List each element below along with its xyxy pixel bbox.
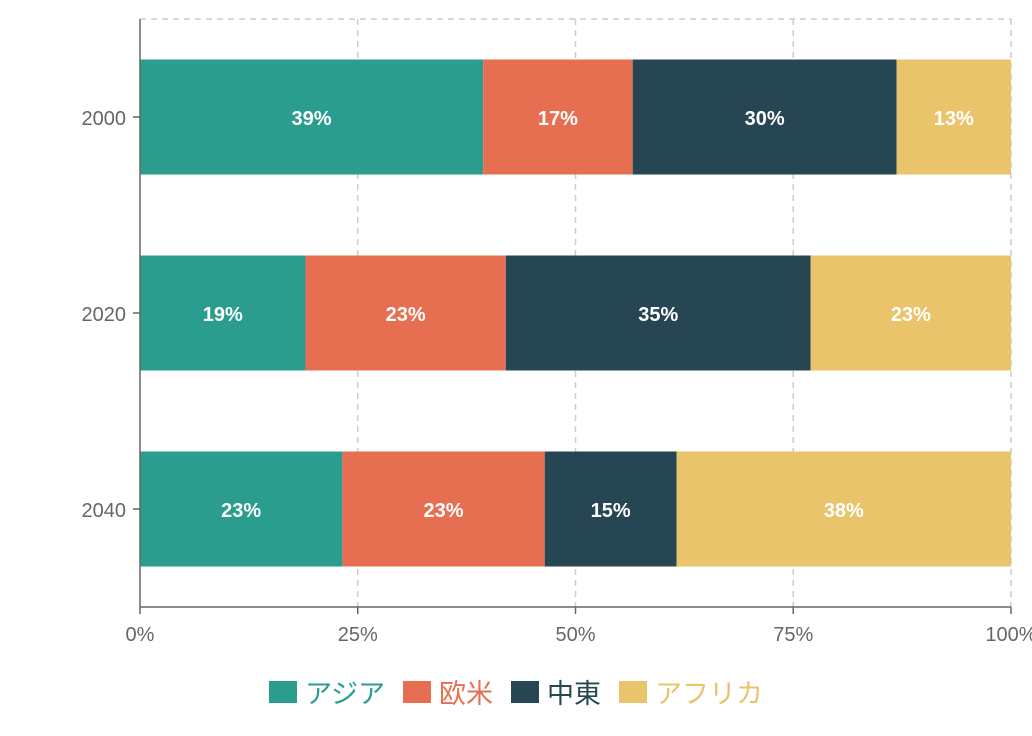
bar-segment [676,451,1011,567]
x-tick-label: 50% [555,624,595,646]
data-label: 13% [934,108,974,130]
bar-segment [896,59,1011,175]
legend-item[interactable]: アフリカ [618,672,763,711]
bar-segment [140,59,484,175]
data-label: 15% [591,500,631,522]
data-label: 23% [221,500,261,522]
legend: アジア 欧米 中東 アフリカ [0,672,1032,711]
data-label: 39% [292,108,332,130]
y-tick-label: 2040 [82,500,127,522]
legend-label: 欧米 [438,679,493,709]
x-tick-label: 100% [985,624,1032,646]
data-label: 38% [824,500,864,522]
legend-swatch [402,680,431,703]
data-label: 23% [424,500,464,522]
bar-segment [810,255,1011,371]
legend-swatch [510,680,539,703]
bar-segment [342,451,545,567]
legend-label: アフリカ [654,679,763,709]
legend-label: アジア [305,679,385,709]
bar-segment [305,255,506,371]
data-label: 23% [891,304,931,326]
data-label: 19% [203,304,243,326]
bar-segment [140,255,306,371]
legend-swatch [269,680,298,703]
x-tick-label: 0% [126,624,155,646]
bar-segment [632,59,897,175]
data-label: 23% [386,304,426,326]
x-tick-label: 25% [338,624,378,646]
bar-segment [505,255,811,371]
data-label: 17% [538,108,578,130]
bar-segment [544,451,677,567]
x-tick-label: 75% [773,624,813,646]
data-label: 35% [638,304,678,326]
y-tick-label: 2000 [82,108,127,130]
legend-item[interactable]: 欧米 [402,672,493,711]
bar-segment [140,451,343,567]
legend-label: 中東 [546,679,601,709]
legend-item[interactable]: アジア [269,672,385,711]
legend-item[interactable]: 中東 [510,672,601,711]
bar-segment [483,59,633,175]
y-tick-label: 2020 [82,304,127,326]
legend-swatch [618,680,647,703]
data-label: 30% [745,108,785,130]
